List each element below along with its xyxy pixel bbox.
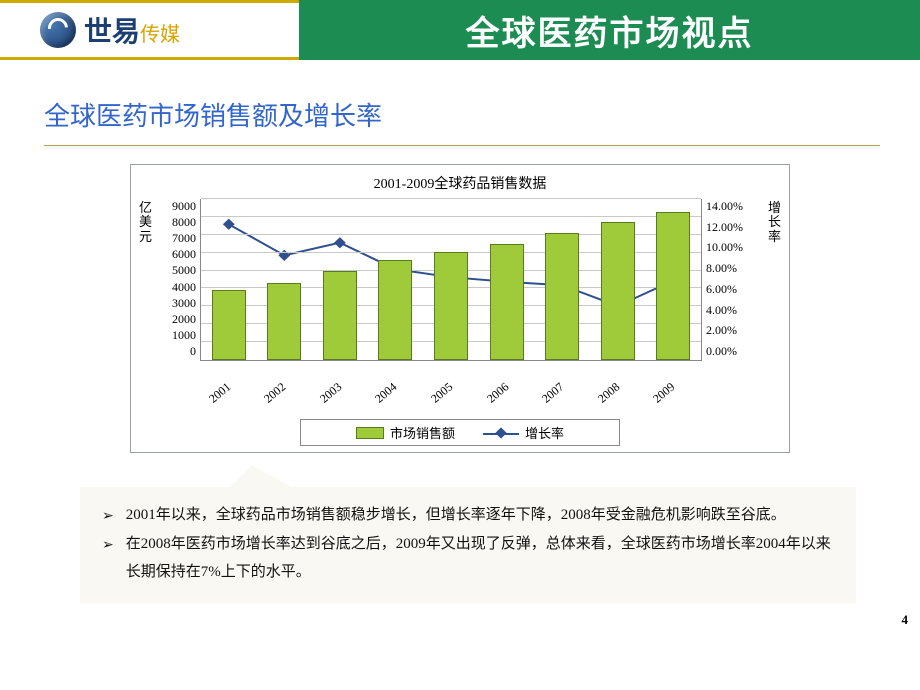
logo-sub: 传媒 — [140, 24, 180, 46]
y-right-tick: 8.00% — [706, 261, 762, 276]
y-left-tick: 5000 — [158, 263, 196, 278]
bar — [656, 212, 690, 360]
bar — [323, 271, 357, 360]
note-row: ➢ 在2008年医药市场增长率达到谷底之后，2009年又出现了反弹，总体来看，全… — [102, 530, 834, 587]
note-text: 2001年以来，全球药品市场销售额稳步增长，但增长率逐年下降，2008年受金融危… — [126, 501, 786, 530]
y-left-tick: 8000 — [158, 215, 196, 230]
y-right-tick: 4.00% — [706, 303, 762, 318]
y-left-label-char: 亿 — [139, 201, 152, 215]
plot-wrap: 90008000700060005000 40003000200010000 14… — [152, 197, 768, 413]
chart-title: 2001-2009全球药品销售数据 — [139, 173, 781, 193]
note-text: 在2008年医药市场增长率达到谷底之后，2009年又出现了反弹，总体来看，全球医… — [126, 530, 834, 587]
y-right-label-char: 率 — [768, 230, 781, 244]
bar — [601, 222, 635, 360]
y-right-tick: 0.00% — [706, 344, 762, 359]
gridline — [201, 216, 701, 217]
bar — [545, 233, 579, 360]
y-right-tick: 12.00% — [706, 220, 762, 235]
y-left-label: 亿 美 元 — [139, 197, 152, 413]
y-right-tick: 10.00% — [706, 240, 762, 255]
y-left-tick: 4000 — [158, 280, 196, 295]
subtitle: 全球医药市场销售额及增长率 — [44, 96, 920, 133]
bar — [212, 290, 246, 360]
legend-line-label: 增长率 — [525, 423, 564, 442]
line-swatch-icon — [483, 426, 519, 440]
y-right-tick: 2.00% — [706, 323, 762, 338]
plot-area: 90008000700060005000 40003000200010000 14… — [158, 197, 762, 387]
line-marker-icon — [223, 219, 235, 230]
page-number: 4 — [902, 612, 909, 628]
y-left-tick: 7000 — [158, 231, 196, 246]
legend-bar-label: 市场销售额 — [390, 423, 455, 442]
legend-bar: 市场销售额 — [356, 423, 455, 442]
notes-box: ➢ 2001年以来，全球药品市场销售额稳步增长，但增长率逐年下降，2008年受金… — [80, 487, 856, 603]
bar — [490, 244, 524, 360]
chart-body: 亿 美 元 9000800070006000500040003000200010… — [139, 197, 781, 413]
callout-pointer-icon — [230, 465, 292, 487]
divider — [44, 145, 880, 146]
bar-swatch-icon — [356, 427, 384, 439]
bar — [434, 252, 468, 360]
logo-band: 世易传媒 — [0, 0, 299, 60]
y-right-tick: 6.00% — [706, 282, 762, 297]
y-left-tick: 2000 — [158, 312, 196, 327]
y-right-ticks: 14.00% 12.00% 10.00% 8.00% 6.00% 4.00% 2.00% 0.… — [702, 199, 762, 359]
page-title: 全球医药市场视点 — [466, 6, 754, 55]
gridline — [201, 198, 701, 199]
line-marker-icon — [334, 237, 346, 248]
header: 世易传媒 全球医药市场视点 — [0, 0, 920, 60]
y-right-label-char: 增 — [768, 201, 781, 215]
y-left-label-char: 元 — [139, 230, 152, 244]
bullet-icon: ➢ — [102, 530, 114, 587]
legend-line: 增长率 — [483, 423, 564, 442]
y-left-ticks: 90008000700060005000 40003000200010000 — [158, 199, 200, 359]
title-band: 全球医药市场视点 — [299, 0, 920, 60]
logo-cn: 世易 — [84, 16, 140, 47]
y-left-tick: 3000 — [158, 296, 196, 311]
note-row: ➢ 2001年以来，全球药品市场销售额稳步增长，但增长率逐年下降，2008年受金… — [102, 501, 834, 530]
legend: 市场销售额 增长率 — [300, 419, 620, 446]
bullet-icon: ➢ — [102, 501, 114, 530]
y-left-tick: 1000 — [158, 328, 196, 343]
y-left-label-char: 美 — [139, 215, 152, 229]
y-left-tick: 0 — [158, 344, 196, 359]
bar — [267, 283, 301, 360]
bar — [378, 260, 412, 360]
x-ticks: 200120022003200420052006200720082009 — [194, 387, 708, 413]
y-right-tick: 14.00% — [706, 199, 762, 214]
chart-container: 2001-2009全球药品销售数据 亿 美 元 9000800070006000… — [130, 164, 790, 453]
chart-grid — [200, 199, 702, 361]
y-left-tick: 9000 — [158, 199, 196, 214]
logo-text: 世易传媒 — [84, 10, 180, 50]
y-left-tick: 6000 — [158, 247, 196, 262]
y-right-label-char: 长 — [768, 215, 781, 229]
logo-icon — [40, 12, 76, 48]
y-right-label: 增 长 率 — [768, 197, 781, 413]
